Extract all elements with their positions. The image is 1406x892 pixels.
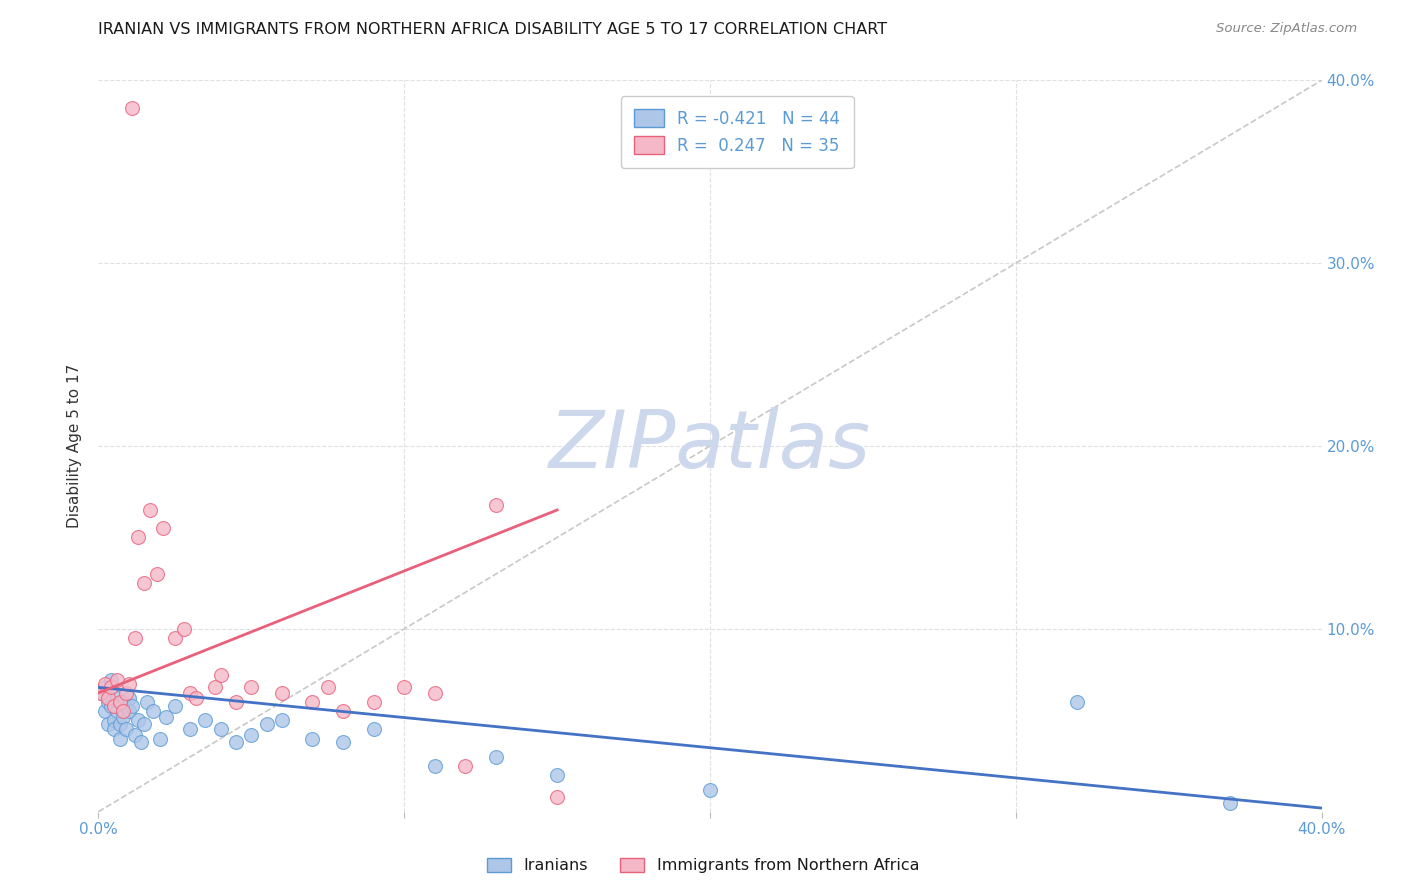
Point [118, 676, 141, 690]
Point [127, 530, 149, 544]
Point [97, 695, 120, 709]
Point [485, 749, 508, 764]
Point [108, 695, 131, 709]
Point [270, 714, 292, 728]
Text: IRANIAN VS IMMIGRANTS FROM NORTHERN AFRICA DISABILITY AGE 5 TO 17 CORRELATION CH: IRANIAN VS IMMIGRANTS FROM NORTHERN AFRI… [98, 22, 887, 37]
Point [108, 731, 131, 746]
Point [145, 567, 167, 582]
Point [225, 695, 247, 709]
Point [163, 698, 186, 713]
Text: Source: ZipAtlas.com: Source: ZipAtlas.com [1216, 22, 1357, 36]
Point [118, 691, 141, 706]
Point [485, 498, 508, 512]
Point [179, 723, 201, 737]
Legend: R = -0.421   N = 44, R =  0.247   N = 35: R = -0.421 N = 44, R = 0.247 N = 35 [620, 96, 853, 169]
Point [90, 686, 112, 700]
Point [134, 576, 156, 591]
Point [152, 521, 174, 535]
Point [97, 717, 120, 731]
Point [240, 681, 263, 695]
Point [240, 728, 263, 742]
Point [103, 723, 125, 737]
Point [111, 695, 134, 709]
Point [1066, 695, 1088, 709]
Point [163, 631, 186, 645]
Point [111, 704, 134, 718]
Point [93, 676, 115, 690]
Point [90, 686, 112, 700]
Point [149, 731, 172, 746]
Y-axis label: Disability Age 5 to 17: Disability Age 5 to 17 [67, 364, 83, 528]
Point [546, 768, 568, 782]
Point [1219, 796, 1241, 810]
Point [93, 704, 115, 718]
Point [93, 681, 115, 695]
Point [256, 717, 278, 731]
Point [139, 503, 162, 517]
Point [699, 782, 721, 797]
Point [97, 691, 120, 706]
Point [121, 698, 143, 713]
Text: ZIPatlas: ZIPatlas [548, 407, 872, 485]
Point [363, 723, 385, 737]
Point [142, 704, 165, 718]
Point [127, 714, 149, 728]
Point [115, 686, 138, 700]
Point [155, 709, 177, 723]
Point [332, 735, 354, 749]
Legend: Iranians, Immigrants from Northern Africa: Iranians, Immigrants from Northern Afric… [481, 851, 925, 880]
Point [108, 717, 131, 731]
Point [118, 704, 141, 718]
Point [100, 673, 122, 687]
Point [204, 681, 226, 695]
Point [301, 731, 323, 746]
Point [103, 714, 125, 728]
Point [423, 686, 446, 700]
Point [423, 759, 446, 773]
Point [103, 698, 125, 713]
Point [392, 681, 416, 695]
Point [105, 673, 128, 687]
Point [105, 704, 128, 718]
Point [121, 101, 143, 115]
Point [332, 704, 354, 718]
Point [179, 686, 201, 700]
Point [134, 717, 156, 731]
Point [111, 709, 134, 723]
Point [270, 686, 292, 700]
Point [124, 631, 146, 645]
Point [546, 790, 568, 805]
Point [136, 695, 159, 709]
Point [186, 691, 208, 706]
Point [129, 735, 152, 749]
Point [194, 714, 217, 728]
Point [105, 691, 128, 706]
Point [100, 681, 122, 695]
Point [316, 681, 339, 695]
Point [209, 667, 232, 681]
Point [173, 622, 195, 636]
Point [209, 723, 232, 737]
Point [454, 759, 477, 773]
Point [225, 735, 247, 749]
Point [301, 695, 323, 709]
Point [363, 695, 385, 709]
Point [124, 728, 146, 742]
Point [115, 723, 138, 737]
Point [100, 698, 122, 713]
